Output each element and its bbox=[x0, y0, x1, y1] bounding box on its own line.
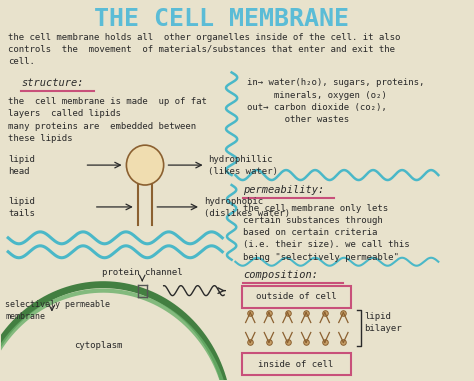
Text: inside of cell: inside of cell bbox=[258, 360, 334, 369]
Text: hydrophobic
(dislikes water): hydrophobic (dislikes water) bbox=[204, 197, 290, 218]
Text: in→ water(h₂o), sugars, proteins,
     minerals, oxygen (o₂)
out→ carbon dioxide: in→ water(h₂o), sugars, proteins, minera… bbox=[247, 78, 425, 124]
Text: hydrophillic
(likes water): hydrophillic (likes water) bbox=[209, 155, 278, 176]
Text: outside of cell: outside of cell bbox=[255, 292, 336, 301]
Text: the  cell membrane is made  up of fat
layers  called lipids
many proteins are  e: the cell membrane is made up of fat laye… bbox=[8, 97, 207, 143]
Text: composition:: composition: bbox=[243, 270, 318, 280]
FancyBboxPatch shape bbox=[242, 286, 351, 307]
Text: lipid
bilayer: lipid bilayer bbox=[364, 312, 401, 333]
Text: THE CELL MEMBRANE: THE CELL MEMBRANE bbox=[94, 7, 349, 31]
FancyBboxPatch shape bbox=[242, 354, 351, 375]
Text: lipid
head: lipid head bbox=[8, 155, 35, 176]
Circle shape bbox=[127, 145, 164, 185]
Text: protein channel: protein channel bbox=[102, 268, 182, 277]
Text: permeability:: permeability: bbox=[243, 185, 324, 195]
Text: the cell membrane only lets
certain substances through
based on certain criteria: the cell membrane only lets certain subs… bbox=[243, 204, 410, 261]
Text: lipid
tails: lipid tails bbox=[8, 197, 35, 218]
Text: the cell membrane holds all  other organelles inside of the cell. it also
contro: the cell membrane holds all other organe… bbox=[8, 33, 401, 66]
Text: selectively permeable
membrane: selectively permeable membrane bbox=[5, 299, 110, 321]
Text: structure:: structure: bbox=[21, 78, 84, 88]
Text: cytoplasm: cytoplasm bbox=[74, 341, 123, 351]
